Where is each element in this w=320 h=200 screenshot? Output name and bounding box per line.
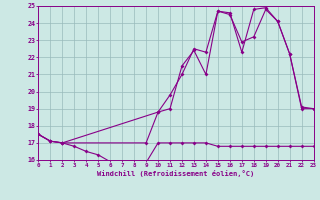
X-axis label: Windchill (Refroidissement éolien,°C): Windchill (Refroidissement éolien,°C) xyxy=(97,170,255,177)
